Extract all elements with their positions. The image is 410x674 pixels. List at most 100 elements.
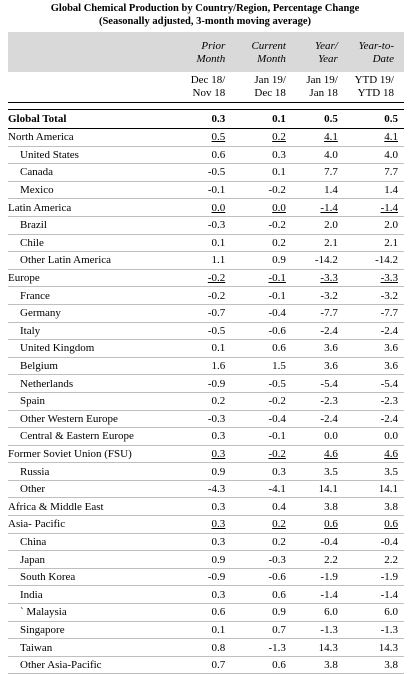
value-ytd: -1.9 (347, 568, 404, 587)
value-current-month: -4.1 (235, 480, 296, 499)
value-ytd: 2.0 (347, 216, 404, 235)
value-ytd: 14.3 (347, 638, 404, 657)
value-year-year: 2.0 (295, 216, 348, 235)
value-text: -5.4 (320, 377, 338, 390)
table-row: Other Latin America 1.1 0.9 -14.2 -14.2 (8, 251, 404, 270)
value-ytd: -14.2 (347, 251, 404, 270)
value-current-month: 0.6 (235, 585, 296, 605)
value-text: 0.2 (272, 236, 286, 249)
value-text: 0.3 (272, 465, 286, 478)
value-text: 0.0 (211, 201, 226, 214)
value-current-month: -0.2 (235, 445, 296, 464)
value-year-year: -2.3 (295, 392, 348, 411)
value-ytd: -2.4 (347, 322, 404, 341)
value-text: 4.1 (324, 131, 338, 144)
value-text: 0.3 (211, 430, 226, 443)
value-text: -0.3 (268, 553, 286, 566)
global-total-row: Global Total 0.3 0.1 0.5 0.5 (8, 109, 404, 129)
value-text: -0.5 (268, 377, 286, 390)
value-ytd: -1.4 (347, 198, 404, 217)
column-header-prior-month: Prior Month (177, 32, 236, 72)
value-year-year: 0.6 (295, 515, 348, 534)
value-text: -1.3 (268, 641, 286, 654)
value-year-year: 6.0 (295, 603, 348, 622)
table-title: Global Chemical Production by Country/Re… (0, 0, 410, 28)
value-text: -0.4 (380, 535, 398, 548)
value-current-month: -0.1 (235, 269, 296, 288)
value-text: 2.0 (324, 219, 338, 232)
value-current-month: 0.7 (235, 621, 296, 640)
country-label: United Kingdom (8, 339, 178, 358)
value-prior-month: 0.9 (177, 550, 236, 569)
value-prior-month: 0.6 (177, 603, 236, 622)
header-blank-cell (8, 32, 178, 72)
value-text: 3.6 (384, 360, 398, 373)
value-current-month: 0.0 (235, 198, 296, 217)
value-current-month: 0.9 (235, 251, 296, 270)
value-ytd: 7.7 (347, 163, 404, 182)
value-prior-month: 0.3 (177, 533, 236, 552)
value-text: 0.6 (272, 588, 286, 601)
value-text: 0.0 (324, 430, 338, 443)
value-text: 0.9 (211, 465, 226, 478)
value-text: 0.9 (272, 254, 286, 267)
value-prior-month: -0.1 (177, 181, 236, 200)
value-text: 14.3 (378, 641, 398, 654)
country-label: United States (8, 146, 178, 165)
value-ytd: -1.4 (347, 585, 404, 605)
value-text: -7.7 (320, 307, 338, 320)
table-row: India 0.3 0.6 -1.4 -1.4 (8, 585, 404, 605)
value-text: 4.6 (384, 447, 398, 460)
period-blank-cell (8, 72, 178, 103)
value-ytd: 4.1 (347, 128, 404, 147)
country-label: Belgium (8, 357, 178, 376)
value-text: 3.8 (384, 659, 398, 672)
value-year-year: -14.2 (295, 251, 348, 270)
region-label: Asia- Pacific (8, 515, 178, 534)
table-row: Other Western Europe -0.3 -0.4 -2.4 -2.4 (8, 410, 404, 429)
value-text: 0.3 (211, 535, 226, 548)
value-current-month: -0.6 (235, 322, 296, 341)
value-ytd: 3.8 (347, 656, 404, 674)
value-prior-month: 0.3 (177, 515, 236, 534)
value-ytd: 2.2 (347, 550, 404, 569)
value-prior-month: -0.9 (177, 374, 236, 393)
column-header-current-month: Current Month (235, 32, 296, 72)
value-prior-month: 0.2 (177, 392, 236, 411)
table-row: Other Asia-Pacific 0.7 0.6 3.8 3.8 (8, 656, 404, 674)
value-text: 0.4 (272, 500, 286, 513)
table-row: North America 0.5 0.2 4.1 4.1 (8, 128, 404, 147)
value-text: 4.1 (384, 131, 398, 144)
value-text: 0.2 (272, 518, 286, 531)
value-text: 0.2 (272, 131, 286, 144)
value-text: 0.3 (211, 447, 226, 460)
value-year-year: 14.3 (295, 638, 348, 657)
table-row: Central & Eastern Europe 0.3 -0.1 0.0 0.0 (8, 427, 404, 446)
value-prior-month: 1.1 (177, 251, 236, 270)
value-text: -0.2 (268, 219, 286, 232)
global-total-prior-month: 0.3 (177, 109, 236, 129)
value-current-month: 1.5 (235, 357, 296, 376)
global-total-label: Global Total (8, 109, 178, 129)
value-ytd: 2.1 (347, 234, 404, 253)
value-text: -1.9 (380, 571, 398, 584)
country-label: Chile (8, 234, 178, 253)
value-text: -1.9 (320, 571, 338, 584)
value-text: -0.2 (207, 289, 226, 302)
value-text: -0.1 (268, 430, 286, 443)
value-prior-month: -4.3 (177, 480, 236, 499)
table-row: Spain 0.2 -0.2 -2.3 -2.3 (8, 392, 404, 411)
period-current-month: Jan 19/Dec 18 (235, 72, 296, 103)
table-row: Europe -0.2 -0.1 -3.3 -3.3 (8, 269, 404, 288)
value-text: -0.5 (207, 166, 226, 179)
value-text: -0.1 (268, 272, 286, 285)
value-prior-month: -0.5 (177, 163, 236, 182)
value-text: 3.6 (324, 360, 338, 373)
value-text: -0.2 (268, 447, 286, 460)
value-text: 0.6 (272, 342, 286, 355)
value-text: -0.6 (268, 571, 286, 584)
value-text: 6.0 (324, 606, 338, 619)
value-text: -0.2 (268, 184, 286, 197)
value-current-month: 0.6 (235, 656, 296, 674)
